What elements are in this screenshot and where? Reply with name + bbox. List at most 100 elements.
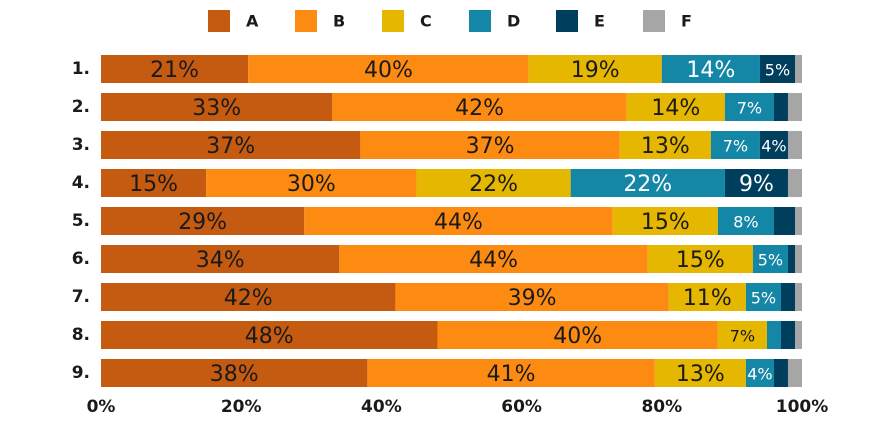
y-tick-label: 5. <box>72 211 90 231</box>
data-label: 30% <box>287 172 336 197</box>
data-label: 4% <box>747 365 772 384</box>
bar-segment <box>647 245 753 273</box>
x-tick-label: 100% <box>776 397 829 417</box>
bar-segment <box>339 245 648 273</box>
bar-segment <box>724 169 788 197</box>
bar-segment <box>654 359 746 387</box>
data-label: 38% <box>210 362 259 387</box>
bar-segment <box>668 283 746 311</box>
data-label: 8% <box>733 213 758 232</box>
bar-segment <box>101 245 340 273</box>
bar-segment <box>437 321 718 349</box>
data-label: 41% <box>487 362 536 387</box>
bar-segment <box>787 131 802 159</box>
legend-label: E <box>594 12 605 31</box>
data-label: 14% <box>651 96 700 121</box>
bar-segment <box>717 207 774 235</box>
bar-segment <box>794 207 802 235</box>
legend-swatch <box>556 10 578 32</box>
bar-segment <box>724 93 774 121</box>
data-label: 4% <box>761 137 786 156</box>
x-tick-label: 40% <box>361 397 402 417</box>
data-label: 5% <box>758 251 783 270</box>
data-label: 19% <box>571 58 620 83</box>
data-label: 44% <box>434 210 483 235</box>
data-label: 37% <box>206 134 255 159</box>
bar-segment <box>332 93 627 121</box>
bar-segment <box>101 283 396 311</box>
bar-segment <box>787 245 795 273</box>
bar-segment <box>780 321 795 349</box>
legend-label: B <box>333 12 345 31</box>
bar-segment <box>304 207 613 235</box>
bar-segment <box>101 93 333 121</box>
data-label: 11% <box>683 286 732 311</box>
bar-segment <box>101 55 249 83</box>
y-tick-label: 9. <box>72 363 90 383</box>
bar-segment <box>766 321 781 349</box>
data-label: 40% <box>553 324 602 349</box>
legend-label: D <box>507 12 520 31</box>
data-label: 15% <box>129 172 178 197</box>
legend-swatch <box>295 10 317 32</box>
data-label: 7% <box>730 327 755 346</box>
bar-segment <box>528 55 662 83</box>
bar-segment <box>626 93 725 121</box>
data-label: 48% <box>245 324 294 349</box>
legend-swatch <box>643 10 665 32</box>
legend-label: F <box>681 12 692 31</box>
data-label: 42% <box>224 286 273 311</box>
bar-segment <box>248 55 529 83</box>
bar-segment <box>360 131 620 159</box>
bar-segment <box>787 359 802 387</box>
bar-segment <box>794 245 802 273</box>
bar-segment <box>752 245 788 273</box>
data-label: 7% <box>723 137 748 156</box>
y-tick-label: 4. <box>72 173 90 193</box>
y-tick-label: 3. <box>72 135 90 155</box>
x-tick-label: 0% <box>87 397 116 417</box>
data-label: 21% <box>150 58 199 83</box>
data-label: 22% <box>623 172 672 197</box>
data-label: 7% <box>737 99 762 118</box>
bar-segment <box>570 169 725 197</box>
data-label: 13% <box>676 362 725 387</box>
legend-label: A <box>246 12 259 31</box>
bar-segment <box>416 169 571 197</box>
data-label: 5% <box>751 289 776 308</box>
data-label: 39% <box>508 286 557 311</box>
data-label: 15% <box>641 210 690 235</box>
bar-segment <box>745 359 774 387</box>
bar-segment <box>794 283 802 311</box>
bar-segment <box>101 207 305 235</box>
bar-segment <box>794 321 802 349</box>
bar-segment <box>773 93 788 121</box>
data-label: 29% <box>178 210 227 235</box>
bar-segment <box>101 321 438 349</box>
x-tick-label: 20% <box>221 397 262 417</box>
bar-segment <box>101 169 207 197</box>
legend-swatch <box>469 10 491 32</box>
bar-segment <box>773 359 788 387</box>
y-tick-label: 7. <box>72 287 90 307</box>
bar-segment <box>395 283 669 311</box>
data-label: 33% <box>192 96 241 121</box>
data-label: 44% <box>469 248 518 273</box>
legend-label: C <box>420 12 432 31</box>
bar-segment <box>206 169 417 197</box>
data-label: 37% <box>466 134 515 159</box>
data-label: 15% <box>676 248 725 273</box>
bar-segment <box>759 55 795 83</box>
data-label: 5% <box>765 61 790 80</box>
bar-segment <box>773 207 795 235</box>
bar-segment <box>367 359 655 387</box>
bar-segment <box>780 283 795 311</box>
y-tick-label: 8. <box>72 325 90 345</box>
data-label: 34% <box>196 248 245 273</box>
y-tick-label: 6. <box>72 249 90 269</box>
bar-segment <box>787 169 802 197</box>
bar-segment <box>612 207 718 235</box>
bar-segment <box>759 131 788 159</box>
data-label: 14% <box>686 58 735 83</box>
